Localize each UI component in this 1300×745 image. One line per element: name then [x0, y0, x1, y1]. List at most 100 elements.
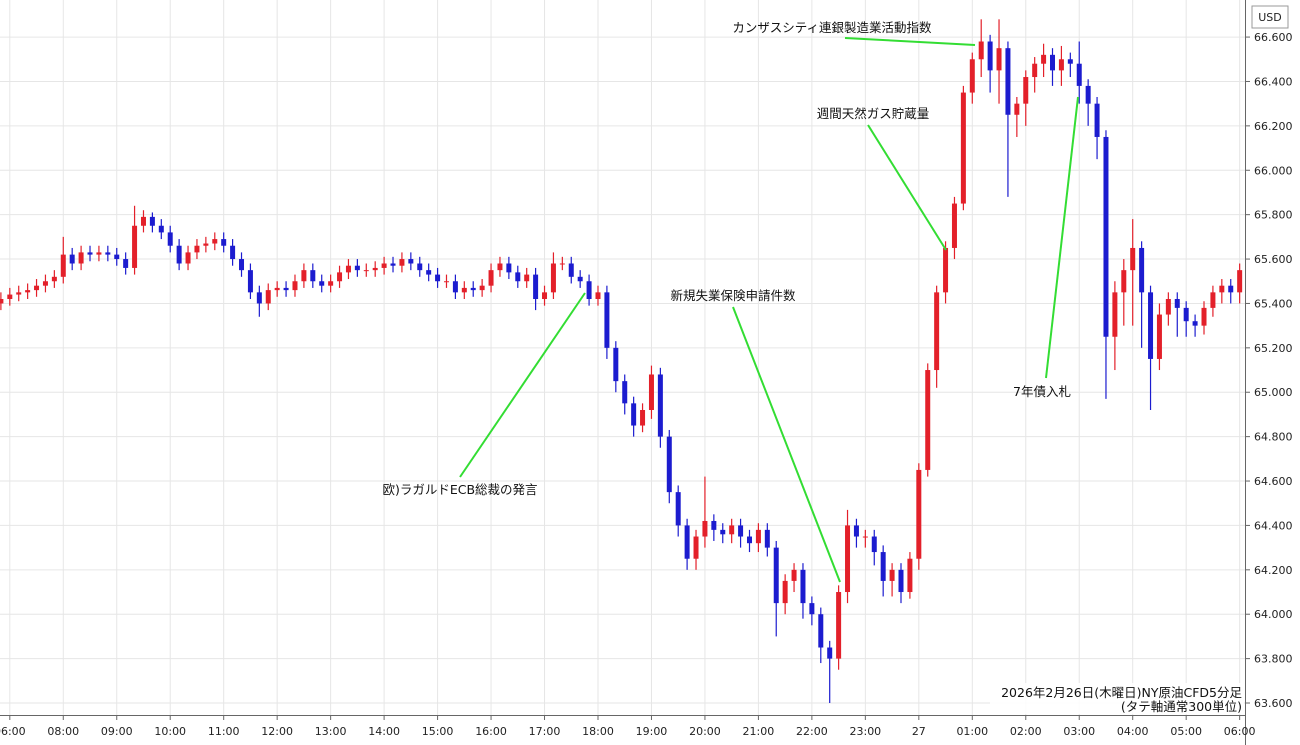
candle-body	[461, 287, 467, 293]
candle-body	[149, 216, 155, 226]
annotation-line	[732, 306, 841, 583]
x-tick-label: 21:00	[743, 725, 775, 738]
x-tick-label: 03:00	[1063, 725, 1095, 738]
candle-body	[577, 276, 583, 282]
candle-body	[1103, 136, 1109, 337]
x-tick-label: 02:00	[1010, 725, 1042, 738]
candle-body	[738, 525, 744, 537]
candle-body	[640, 409, 646, 426]
candle-body	[7, 294, 13, 300]
candle-body	[978, 41, 984, 60]
candle-body	[515, 272, 521, 282]
x-tick-label: 12:00	[261, 725, 293, 738]
candle-body	[1058, 59, 1064, 71]
candle-body	[889, 569, 895, 581]
candle-body	[1041, 54, 1047, 64]
annotation: カンザスシティ連銀製造業活動指数	[732, 20, 932, 35]
y-tick-label: 63.600	[1254, 697, 1293, 710]
y-tick-label: 66.600	[1254, 31, 1293, 44]
y-tick-label: 64.400	[1254, 519, 1293, 532]
x-tick-label: 14:00	[368, 725, 400, 738]
candle-body	[479, 285, 485, 291]
candle-body	[140, 216, 146, 226]
candle-body	[862, 536, 868, 538]
footnote: (タテ軸通常300単位)	[1121, 699, 1242, 714]
candle-body	[1174, 299, 1180, 308]
y-tick-label: 65.600	[1254, 253, 1293, 266]
candle-body	[337, 272, 343, 282]
candle-body	[711, 520, 717, 530]
y-tick-label: 65.400	[1254, 297, 1293, 310]
candle-body	[702, 520, 708, 537]
candle-body	[1121, 270, 1127, 293]
candle-body	[497, 263, 503, 271]
candle-body	[1112, 292, 1118, 337]
candle-body	[239, 259, 245, 271]
candle-body	[604, 292, 610, 348]
candle-body	[60, 254, 66, 277]
candle-body	[568, 263, 574, 277]
candle-body	[880, 552, 886, 581]
candle-body	[550, 263, 556, 293]
footnote-bg	[990, 683, 1244, 714]
candle-body	[87, 252, 93, 255]
candle-body	[960, 92, 966, 204]
candle-body	[230, 245, 236, 260]
candle-body	[524, 274, 530, 282]
candle-body	[1032, 63, 1038, 78]
candle-body	[1201, 307, 1207, 326]
candle-body	[34, 285, 40, 291]
x-tick-label: 08:00	[47, 725, 79, 738]
x-tick-label: 05:00	[1170, 725, 1202, 738]
candle-body	[951, 203, 957, 248]
x-tick-label: 19:00	[636, 725, 668, 738]
x-tick-label: 16:00	[475, 725, 507, 738]
candle-body	[809, 603, 815, 615]
candle-body	[158, 225, 164, 233]
x-tick-label: 20:00	[689, 725, 721, 738]
candle-body	[827, 647, 833, 659]
candle-body	[452, 281, 458, 293]
x-tick-label: 06:00	[1224, 725, 1256, 738]
candle-body	[25, 290, 31, 293]
y-tick-label: 64.800	[1254, 431, 1293, 444]
candle-body	[1130, 247, 1136, 271]
candle-body	[69, 254, 75, 264]
candle-body	[221, 239, 227, 246]
candle-body	[782, 580, 788, 604]
candle-body	[533, 274, 539, 300]
candle-body	[345, 265, 351, 273]
y-tick-label: 65.000	[1254, 386, 1293, 399]
y-tick-label: 64.000	[1254, 608, 1293, 621]
annotation: 週間天然ガス貯蔵量	[817, 106, 930, 121]
candle-body	[435, 274, 441, 282]
candle-body	[167, 232, 173, 246]
grid	[0, 0, 1245, 715]
candle-body	[194, 245, 200, 253]
candles	[0, 19, 1243, 704]
candle-body	[488, 270, 494, 286]
candle-body	[292, 281, 298, 291]
annotation-line	[459, 292, 586, 478]
candle-body	[319, 281, 325, 286]
candle-body	[586, 281, 592, 300]
candle-body	[51, 276, 57, 282]
candle-body	[684, 525, 690, 559]
candle-body	[666, 436, 672, 493]
candle-body	[1085, 85, 1091, 104]
candle-body	[274, 287, 280, 291]
candle-body	[372, 267, 378, 271]
x-tick-label: 18:00	[582, 725, 614, 738]
candle-body	[631, 403, 637, 426]
candle-body	[871, 536, 877, 553]
candle-body	[622, 381, 628, 404]
candle-body	[996, 48, 1002, 71]
candle-body	[265, 290, 271, 304]
candle-body	[1067, 59, 1073, 64]
x-tick-label: 09:00	[101, 725, 133, 738]
candle-body	[693, 536, 699, 559]
unit-box	[1251, 5, 1289, 29]
candle-body	[657, 374, 663, 437]
candle-body	[791, 569, 797, 581]
